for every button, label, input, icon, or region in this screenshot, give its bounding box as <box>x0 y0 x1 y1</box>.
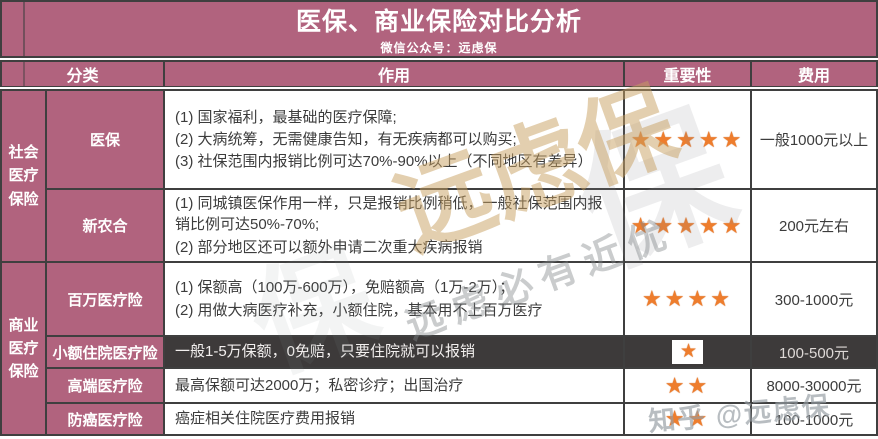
function-item: 一般1-5万保额，0免赔，只要住院就可以报销 <box>175 343 476 361</box>
function-item: 癌症相关住院医疗费用报销 <box>175 410 356 428</box>
row-name-fangai: 防癌医疗险 <box>47 404 163 434</box>
header-function: 作用 <box>165 62 623 86</box>
row-function-baiwan: (1) 保额高（100万-600万），免赔额高（1万-2万）； (2) 用做大病… <box>165 263 623 335</box>
comparison-table: 社会医疗保险 商业医疗保险 医保 (1) 国家福利，最基础的医疗保障; (2) … <box>0 89 878 436</box>
function-item: (2) 部分地区还可以额外申请二次重大疾病报销 <box>175 238 483 256</box>
header-importance: 重要性 <box>625 62 750 86</box>
function-item: (2) 大病统筹，无需健康告知，有无疾病都可以购买; <box>175 130 517 148</box>
row-importance-fangai: ★★ <box>625 404 750 434</box>
star-rating-icon: ★★★★★ <box>630 126 745 152</box>
function-item: (1) 国家福利，最基础的医疗保障; <box>175 108 397 126</box>
row-importance-baiwan: ★★★★ <box>625 263 750 335</box>
header-category-label: 分类 <box>66 68 99 85</box>
row-cost-yibao: 一般1000元以上 <box>752 91 876 188</box>
row-name-gaoduan: 高端医疗险 <box>47 369 163 402</box>
row-function-xiaoe: 一般1-5万保额，0免赔，只要住院就可以报销 <box>165 337 623 367</box>
function-item: (2) 用做大病医疗补充，小额住院，基本用不上百万医疗 <box>175 301 543 319</box>
row-cost-fangai: 100-1000元 <box>752 404 876 434</box>
row-importance-xiaoe: ★ <box>625 337 750 367</box>
page-title: 医保、商业保险对比分析 <box>295 8 582 36</box>
function-item: (1) 保额高（100万-600万），免赔额高（1万-2万）； <box>175 279 515 297</box>
function-item: (3) 社保范围内报销比例可达70%-90%以上（不同地区有差异） <box>175 153 593 171</box>
row-importance-xinnonghe: ★★★★★ <box>625 190 750 261</box>
header-divider-line <box>23 62 25 86</box>
group-cell-social: 社会医疗保险 <box>2 91 45 261</box>
table-header-row: 分类 作用 重要性 费用 <box>0 60 878 87</box>
row-importance-yibao: ★★★★★ <box>625 91 750 188</box>
row-name-yibao: 医保 <box>47 91 163 188</box>
star-rating-icon: ★★ <box>664 372 711 398</box>
row-function-gaoduan: 最高保额可达2000万；私密诊疗；出国治疗 <box>165 369 623 402</box>
row-cost-baiwan: 300-1000元 <box>752 263 876 335</box>
row-function-yibao: (1) 国家福利，最基础的医疗保障; (2) 大病统筹，无需健康告知，有无疾病都… <box>165 91 623 188</box>
row-cost-xiaoe: 100-500元 <box>752 337 876 367</box>
star-rating-icon: ★ <box>671 340 704 364</box>
page-subtitle: 微信公众号：远虑保 <box>380 41 498 55</box>
row-cost-xinnonghe: 200元左右 <box>752 190 876 261</box>
row-importance-gaoduan: ★★ <box>625 369 750 402</box>
row-name-baiwan: 百万医疗险 <box>47 263 163 335</box>
group-label: 社会医疗保险 <box>8 144 39 208</box>
title-banner: 医保、商业保险对比分析 微信公众号：远虑保 <box>0 0 878 58</box>
row-name-xinnonghe: 新农合 <box>47 190 163 261</box>
function-item: (1) 同城镇医保作用一样，只是报销比例稍低，一般社保范围内报销比例可达50%-… <box>175 195 603 234</box>
row-function-xinnonghe: (1) 同城镇医保作用一样，只是报销比例稍低，一般社保范围内报销比例可达50%-… <box>165 190 623 261</box>
group-cell-commercial: 商业医疗保险 <box>2 263 45 434</box>
row-function-fangai: 癌症相关住院医疗费用报销 <box>165 404 623 434</box>
star-rating-icon: ★★ <box>664 406 711 431</box>
row-cost-gaoduan: 8000-30000元 <box>752 369 876 402</box>
star-rating-icon: ★★★★ <box>642 286 733 311</box>
star-rating-icon: ★★★★★ <box>630 212 745 238</box>
function-item: 最高保额可达2000万；私密诊疗；出国治疗 <box>175 376 464 394</box>
header-cost: 费用 <box>752 62 876 86</box>
row-name-xiaoe: 小额住院医疗险 <box>47 337 163 367</box>
banner-divider-line <box>23 2 25 56</box>
header-category: 分类 <box>2 62 163 86</box>
group-label: 商业医疗保险 <box>8 316 39 381</box>
